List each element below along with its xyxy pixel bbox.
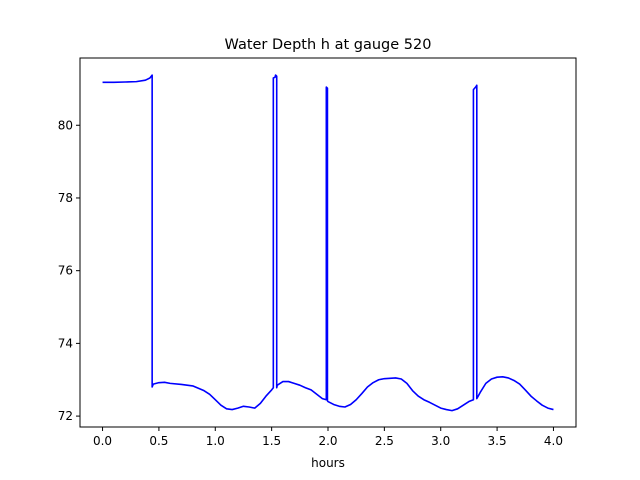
x-tick-label: 0.0 [93, 434, 112, 448]
y-axis: 72 74 76 78 80 [58, 118, 80, 423]
x-tick-label: 2.0 [318, 434, 337, 448]
x-tick-label: 4.0 [544, 434, 563, 448]
y-tick-label: 80 [58, 118, 73, 132]
y-tick-label: 78 [58, 191, 73, 205]
x-tick-label: 2.5 [375, 434, 394, 448]
x-axis-label: hours [311, 456, 345, 470]
x-axis: 0.0 0.5 1.0 1.5 2.0 2.5 3.0 3.5 4.0 [93, 427, 563, 448]
x-tick-label: 3.5 [488, 434, 507, 448]
x-tick-label: 0.5 [149, 434, 168, 448]
x-tick-label: 3.0 [431, 434, 450, 448]
y-tick-label: 74 [58, 336, 73, 350]
series-line-0 [102, 74, 554, 412]
y-tick-label: 72 [58, 409, 73, 423]
chart-title: Water Depth h at gauge 520 [225, 37, 432, 53]
series-layer [102, 74, 554, 412]
x-tick-label: 1.0 [206, 434, 225, 448]
x-tick-label: 1.5 [262, 434, 281, 448]
y-tick-label: 76 [58, 264, 73, 278]
